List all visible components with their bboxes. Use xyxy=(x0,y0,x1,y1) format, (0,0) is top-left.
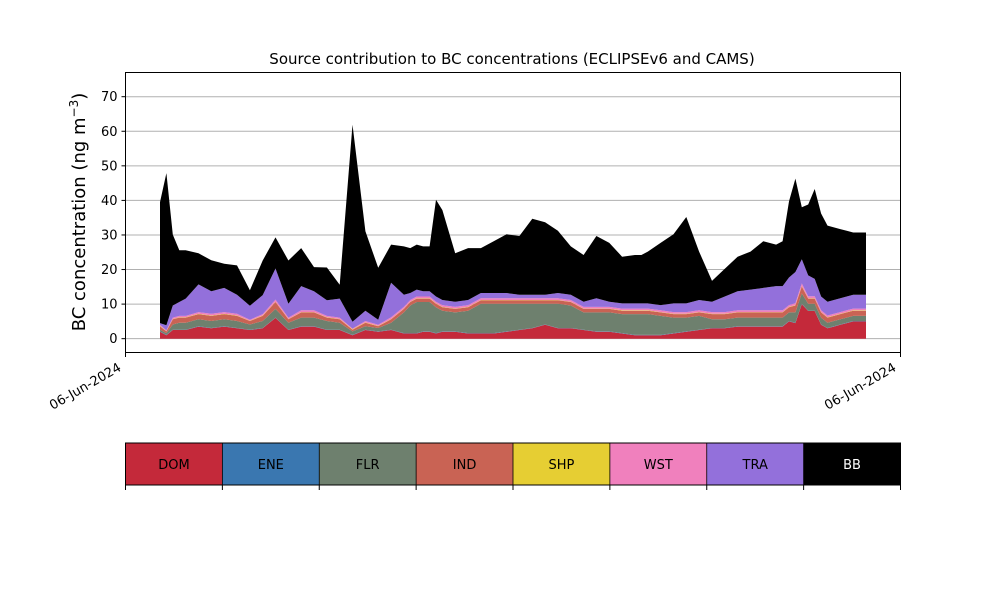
y-axis-label: BC concentration (ng m−3) xyxy=(67,93,90,332)
y-tick-label: 20 xyxy=(101,263,118,278)
legend-swatch-flr xyxy=(319,443,417,485)
legend-swatch-ind xyxy=(416,443,513,485)
area-tra xyxy=(160,259,866,331)
legend-swatch-wst xyxy=(609,443,707,485)
legend-label-dom: DOM xyxy=(158,458,189,473)
legend-label-tra: TRA xyxy=(742,458,768,473)
legend-label-shp: SHP xyxy=(549,458,575,473)
area-bb xyxy=(160,124,866,326)
y-tick-label: 50 xyxy=(101,159,118,174)
area-dom xyxy=(160,304,866,339)
area-ind xyxy=(160,286,866,334)
y-tick-label: 70 xyxy=(101,90,118,105)
x-axis: 06-Jun-2024 06-Jun-2024 xyxy=(47,352,901,413)
area-flr xyxy=(160,293,866,335)
y-tick-label: 0 xyxy=(109,332,117,347)
x-tick-label: 06-Jun-2024 xyxy=(822,360,899,413)
stacked-areas xyxy=(160,124,866,339)
legend-colorbar: DOM ENE FLR IND SHP WST TRA BB xyxy=(125,442,901,490)
plot-frame xyxy=(125,72,901,353)
y-tick-label: 10 xyxy=(101,298,118,313)
legend-swatch-tra xyxy=(706,443,804,485)
legend-label-ene: ENE xyxy=(258,458,284,473)
legend-swatch-dom xyxy=(125,443,223,485)
legend-label-bb: BB xyxy=(843,458,861,473)
legend-swatch-shp xyxy=(513,443,610,485)
legend-label-wst: WST xyxy=(644,458,673,473)
y-tick-label: 40 xyxy=(101,194,118,209)
x-tick-label: 06-Jun-2024 xyxy=(47,360,124,413)
legend-label-ind: IND xyxy=(453,458,477,473)
chart-title: Source contribution to BC concentrations… xyxy=(269,50,754,68)
legend-label-flr: FLR xyxy=(356,458,380,473)
y-tick-label: 60 xyxy=(101,125,118,140)
legend-swatch-ene xyxy=(222,443,320,485)
y-axis: 0 10 20 30 40 50 60 70 xyxy=(101,90,126,347)
y-tick-label: 30 xyxy=(101,228,118,243)
legend-swatch-bb xyxy=(803,443,901,485)
